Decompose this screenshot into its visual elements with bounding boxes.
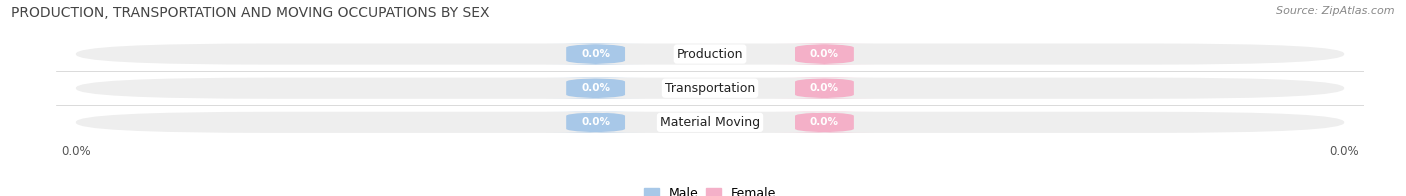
Text: Transportation: Transportation	[665, 82, 755, 95]
Text: Source: ZipAtlas.com: Source: ZipAtlas.com	[1277, 6, 1395, 16]
Text: PRODUCTION, TRANSPORTATION AND MOVING OCCUPATIONS BY SEX: PRODUCTION, TRANSPORTATION AND MOVING OC…	[11, 6, 489, 20]
Text: 0.0%: 0.0%	[810, 49, 839, 59]
FancyBboxPatch shape	[76, 44, 1344, 65]
Text: 0.0%: 0.0%	[581, 83, 610, 93]
FancyBboxPatch shape	[776, 78, 873, 99]
Legend: Male, Female: Male, Female	[644, 188, 776, 196]
Text: Material Moving: Material Moving	[659, 116, 761, 129]
FancyBboxPatch shape	[776, 44, 873, 65]
FancyBboxPatch shape	[76, 78, 1344, 99]
FancyBboxPatch shape	[547, 78, 644, 99]
FancyBboxPatch shape	[776, 112, 873, 133]
Text: 0.0%: 0.0%	[810, 83, 839, 93]
Text: Production: Production	[676, 48, 744, 61]
Text: 0.0%: 0.0%	[810, 117, 839, 127]
Text: 0.0%: 0.0%	[581, 117, 610, 127]
Text: 0.0%: 0.0%	[581, 49, 610, 59]
FancyBboxPatch shape	[76, 112, 1344, 133]
FancyBboxPatch shape	[547, 112, 644, 133]
FancyBboxPatch shape	[547, 44, 644, 65]
